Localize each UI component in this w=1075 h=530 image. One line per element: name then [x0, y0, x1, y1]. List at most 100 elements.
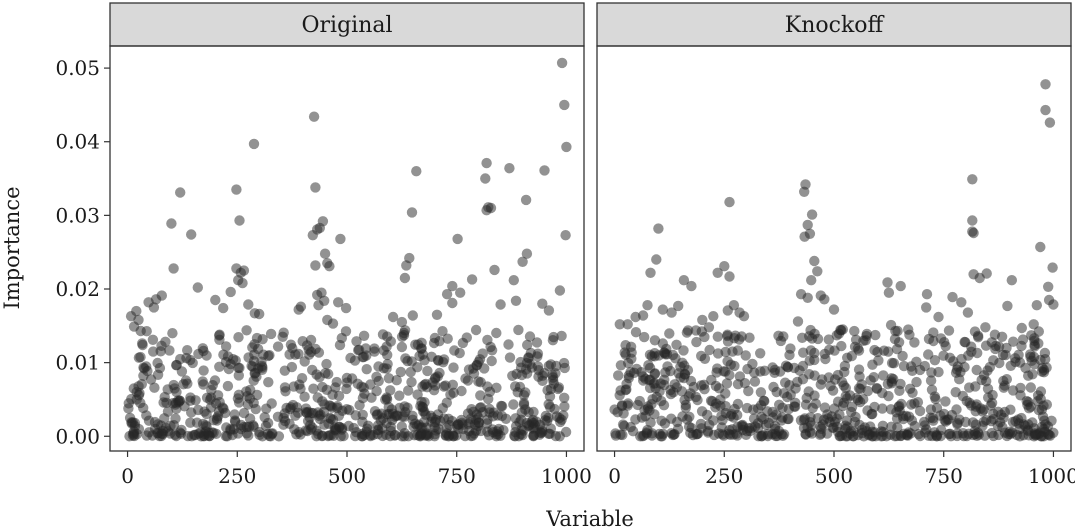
data-point	[559, 99, 570, 111]
data-point	[149, 382, 160, 393]
data-point	[447, 280, 458, 292]
data-point	[878, 370, 889, 381]
data-point	[838, 397, 849, 408]
data-point	[170, 399, 181, 410]
data-point	[230, 355, 241, 366]
data-point	[518, 425, 529, 436]
data-point	[559, 401, 570, 412]
data-point	[1040, 79, 1051, 90]
y-tick-label: 0.05	[55, 56, 100, 80]
data-point	[473, 412, 484, 423]
data-point	[837, 324, 848, 335]
data-point	[552, 383, 564, 395]
data-point	[389, 430, 400, 441]
data-point	[124, 431, 135, 442]
data-point	[510, 295, 522, 306]
data-point	[387, 414, 398, 426]
data-point	[636, 412, 648, 423]
strip-title-original: Original	[301, 13, 392, 38]
data-point	[897, 350, 908, 362]
data-point	[158, 397, 169, 408]
data-point	[852, 343, 864, 354]
data-point	[485, 202, 497, 214]
data-point	[671, 339, 682, 350]
data-point	[471, 360, 482, 371]
data-point	[990, 340, 1001, 352]
x-axis-title: Variable	[545, 507, 634, 530]
data-point	[951, 404, 962, 415]
data-point	[904, 329, 915, 340]
data-point	[926, 367, 937, 378]
data-point	[642, 300, 653, 311]
data-point	[891, 430, 902, 442]
x-tick-label: 500	[328, 464, 366, 488]
data-point	[559, 392, 570, 403]
y-tick-label: 0.00	[55, 424, 100, 448]
data-point	[906, 399, 917, 410]
data-point	[784, 380, 795, 391]
data-point	[966, 346, 977, 357]
data-point	[952, 417, 963, 429]
data-point	[358, 330, 370, 341]
data-point	[307, 230, 318, 241]
data-point	[992, 420, 1003, 431]
data-point	[947, 291, 958, 303]
data-point	[293, 348, 304, 360]
data-point	[943, 428, 955, 440]
data-point	[892, 422, 903, 433]
data-point	[757, 430, 769, 441]
data-point	[317, 216, 329, 227]
data-point	[429, 373, 441, 384]
data-point	[968, 227, 979, 239]
data-point	[686, 280, 697, 292]
data-point	[968, 429, 979, 441]
panel-original: Original 0 250 500 750 1000 0.00 0.01 0.02 0.03…	[55, 2, 592, 488]
data-point	[403, 385, 414, 396]
data-point	[496, 400, 507, 412]
data-point	[882, 277, 893, 288]
data-point	[827, 385, 839, 396]
data-point	[984, 361, 996, 373]
data-point	[732, 345, 743, 356]
data-point	[193, 348, 204, 360]
data-point	[462, 375, 474, 386]
data-point	[531, 337, 543, 348]
data-point	[1028, 319, 1039, 330]
data-point	[441, 423, 452, 434]
data-point	[778, 331, 789, 342]
data-point	[556, 57, 568, 69]
data-point	[193, 428, 204, 439]
x-tick-label: 250	[218, 464, 256, 488]
data-point	[324, 430, 335, 441]
data-point	[643, 360, 654, 371]
data-point	[688, 381, 699, 393]
data-point	[277, 331, 288, 342]
data-point	[886, 373, 897, 384]
data-point	[656, 415, 667, 426]
data-point	[317, 381, 328, 393]
data-point	[703, 322, 715, 333]
data-point	[1015, 390, 1026, 401]
data-point	[429, 431, 440, 442]
data-point	[697, 314, 708, 326]
data-point	[971, 364, 982, 376]
data-point	[359, 429, 370, 441]
data-point	[514, 381, 526, 393]
data-point	[1040, 354, 1051, 365]
data-point	[449, 345, 460, 356]
data-point	[399, 272, 411, 284]
data-point	[829, 403, 840, 414]
data-point	[737, 424, 748, 436]
data-point	[1005, 360, 1016, 371]
data-point	[515, 362, 527, 373]
data-point	[919, 360, 930, 372]
data-point	[865, 375, 876, 386]
data-point	[484, 430, 495, 441]
data-point	[726, 409, 737, 420]
data-point	[657, 428, 669, 439]
data-point	[665, 384, 676, 396]
data-point	[780, 360, 792, 371]
data-point	[898, 360, 910, 372]
data-point	[749, 376, 761, 387]
